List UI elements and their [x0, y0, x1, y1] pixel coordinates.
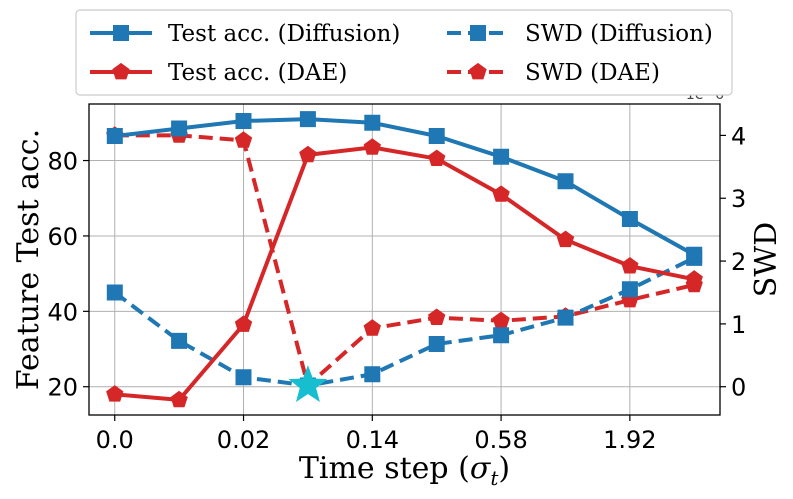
data-point-test-acc-diffusion — [621, 211, 638, 227]
legend: Test acc. (Diffusion) Test acc. (DAE) SWD … — [75, 9, 733, 96]
legend-box — [75, 9, 733, 96]
data-point-swd-diffusion — [557, 309, 574, 326]
data-point-swd-diffusion — [621, 281, 638, 298]
data-point-test-acc-dae — [234, 315, 253, 332]
x-tick-label: 0.58 — [474, 426, 527, 454]
data-point-test-acc-dae — [556, 230, 575, 248]
data-point-test-acc-dae — [106, 385, 124, 402]
legend-label-swd-diffusion: SWD (Diffusion) — [525, 21, 713, 47]
data-point-swd-diffusion — [493, 327, 510, 344]
x-axis-label-main: Time step ( — [299, 451, 470, 486]
data-point-test-acc-diffusion — [171, 120, 188, 137]
legend-marker-test-acc-dae — [112, 62, 130, 80]
series-line-swd-dae — [114, 133, 695, 388]
legend-label-swd-dae: SWD (DAE) — [525, 60, 660, 86]
x-tick-label: 0.02 — [217, 426, 270, 454]
x-tick-label: 0.14 — [346, 426, 399, 454]
data-point-swd-diffusion — [364, 366, 381, 383]
data-point-test-acc-diffusion — [557, 173, 574, 190]
data-point-test-acc-dae — [428, 149, 446, 166]
series-line-test-acc-dae — [114, 145, 695, 402]
series-layer — [113, 117, 696, 402]
legend-marker-test-acc-diffusion — [113, 25, 129, 41]
y-left-tick-label: 80 — [47, 148, 78, 176]
x-tick-label: 0.0 — [96, 426, 134, 454]
grid — [89, 104, 720, 415]
data-point-test-acc-diffusion — [106, 128, 123, 144]
data-point-swd-diffusion — [428, 336, 445, 352]
data-point-test-acc-diffusion — [299, 111, 316, 128]
data-point-swd-diffusion — [235, 369, 252, 386]
legend-label-test-acc-dae: Test acc. (DAE) — [168, 60, 347, 86]
data-point-swd-diffusion — [171, 332, 188, 349]
y-axis-right-label: SWD — [749, 222, 784, 297]
data-point-swd-dae — [428, 308, 446, 325]
data-point-test-acc-dae — [621, 256, 639, 274]
y-axis-left-label: Feature Test acc. — [11, 129, 46, 390]
y-right-tick-label: 4 — [731, 122, 746, 150]
y-left-tick-label: 60 — [47, 223, 78, 251]
marker-layer — [106, 111, 703, 408]
legend-label-test-acc-diffusion: Test acc. (Diffusion) — [168, 21, 400, 47]
data-point-test-acc-dae — [685, 270, 703, 287]
data-point-test-acc-diffusion — [364, 114, 381, 131]
legend-marker-swd-dae — [469, 62, 487, 80]
y-right-tick-label: 2 — [731, 248, 746, 276]
data-point-test-acc-diffusion — [428, 128, 445, 144]
data-point-test-acc-dae — [170, 390, 188, 408]
data-point-test-acc-dae — [492, 185, 510, 202]
x-tick-label: 1.92 — [603, 426, 656, 454]
series-line-swd-diffusion — [113, 256, 696, 388]
y-right-tick-label: 1 — [731, 311, 746, 339]
x-axis-label: Time step (σt) — [299, 451, 510, 490]
x-axis-label-close: ) — [498, 451, 510, 486]
series-line-test-acc-diffusion — [114, 117, 696, 257]
legend-marker-swd-diffusion — [470, 25, 486, 41]
data-point-swd-diffusion — [106, 284, 123, 301]
y-left-tick-label: 40 — [47, 298, 78, 326]
data-point-swd-dae — [234, 131, 253, 148]
data-point-test-acc-dae — [299, 145, 317, 163]
data-point-test-acc-diffusion — [493, 148, 510, 165]
x-axis-label-subscript: t — [490, 466, 499, 490]
y-left-tick-label: 20 — [47, 374, 78, 402]
plot-frame — [88, 103, 721, 416]
data-point-swd-dae — [363, 319, 381, 336]
y-right-tick-label: 3 — [731, 185, 746, 213]
y-right-tick-label: 0 — [731, 374, 746, 402]
data-point-test-acc-diffusion — [235, 113, 252, 129]
highlight-star-marker — [288, 365, 328, 402]
data-point-test-acc-diffusion — [686, 246, 703, 263]
axes: 0.0 0.02 0.14 0.58 1.92 20 40 60 80 0 1 2 3 4 — [47, 122, 746, 454]
data-point-test-acc-dae — [363, 138, 381, 155]
x-axis-label-sigma-symbol: σ — [470, 451, 492, 486]
data-point-swd-dae — [492, 311, 510, 329]
